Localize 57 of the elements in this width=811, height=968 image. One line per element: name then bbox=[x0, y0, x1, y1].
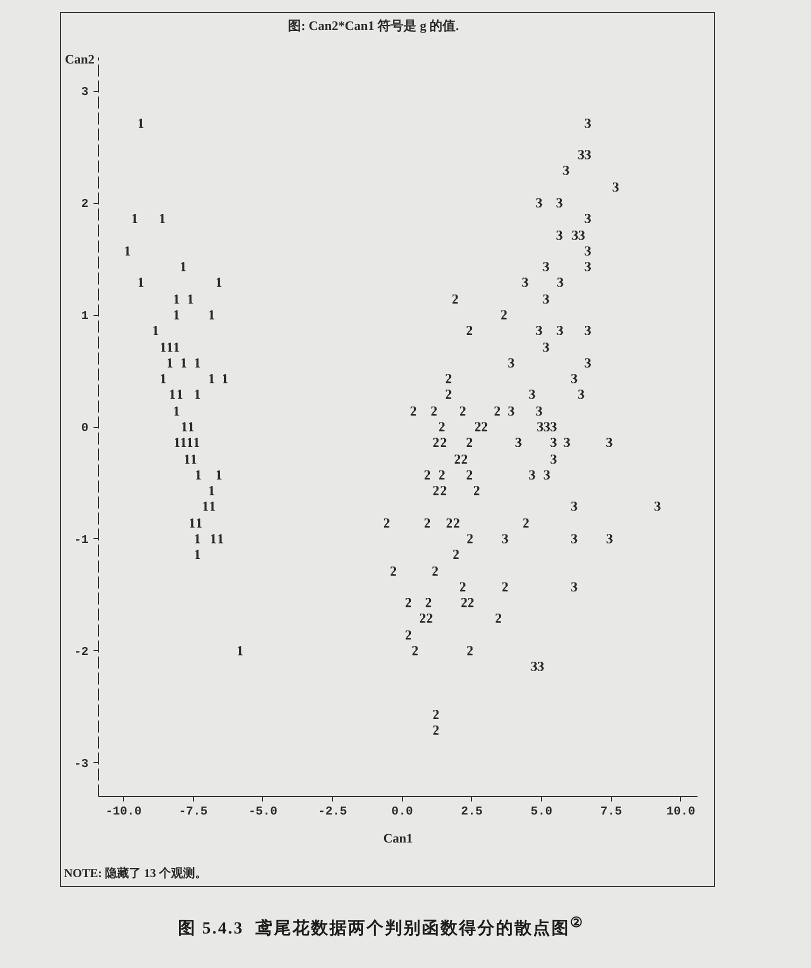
y-tick-label: -3 bbox=[74, 756, 88, 771]
point bbox=[562, 166, 570, 175]
y-axis-title: Can2 bbox=[64, 52, 94, 66]
x-tick-label: -5.0 bbox=[248, 804, 278, 818]
point bbox=[654, 502, 661, 511]
y-tick-label: 1 bbox=[81, 309, 88, 324]
point bbox=[544, 422, 550, 432]
point bbox=[556, 326, 564, 335]
point bbox=[612, 182, 619, 192]
x-tick-label: -10.0 bbox=[106, 804, 142, 818]
point bbox=[508, 358, 514, 368]
point bbox=[542, 342, 550, 352]
point bbox=[556, 198, 563, 208]
x-tick-label: 5.0 bbox=[530, 804, 552, 818]
y-tick-label: 3 bbox=[81, 85, 88, 100]
point bbox=[570, 502, 578, 511]
point bbox=[508, 406, 514, 416]
point bbox=[536, 422, 544, 432]
point bbox=[536, 326, 542, 335]
point bbox=[570, 582, 578, 592]
point bbox=[522, 278, 528, 287]
point bbox=[578, 390, 584, 399]
point bbox=[528, 390, 536, 399]
point bbox=[528, 470, 536, 480]
point bbox=[536, 406, 542, 416]
point bbox=[550, 422, 557, 432]
point bbox=[572, 230, 578, 240]
y-tick-label: 2 bbox=[81, 197, 88, 212]
point bbox=[550, 454, 557, 464]
point bbox=[515, 438, 522, 447]
point bbox=[542, 262, 550, 272]
point bbox=[556, 230, 563, 240]
x-tick-label: 2.5 bbox=[461, 804, 483, 818]
point bbox=[530, 662, 538, 671]
x-axis-title: Can1 bbox=[383, 830, 413, 846]
point bbox=[544, 470, 550, 480]
point bbox=[570, 374, 578, 384]
y-tick-label: 0 bbox=[81, 421, 88, 435]
point bbox=[578, 150, 584, 160]
y-tick-label: -2 bbox=[74, 644, 88, 659]
point bbox=[564, 438, 570, 447]
x-tick-label: 10.0 bbox=[666, 804, 696, 818]
point bbox=[606, 534, 613, 544]
point bbox=[502, 534, 508, 544]
chart-title: 图: Can2*Can1 符号是 g 的值. bbox=[288, 18, 459, 33]
y-tick-label: -1 bbox=[74, 532, 88, 547]
caption: 图 5.4.3 鸢尾花数据两个判别函数得分的散点图$^{②}$ bbox=[178, 914, 584, 940]
x-tick-label: -7.5 bbox=[178, 804, 208, 818]
point bbox=[570, 534, 578, 544]
point bbox=[542, 294, 550, 304]
point bbox=[578, 230, 585, 240]
x-tick-label: 7.5 bbox=[600, 804, 622, 818]
point bbox=[536, 198, 542, 208]
text: NOTE: 隐藏了 13 个观测。 bbox=[64, 865, 208, 882]
x-tick-label: -2.5 bbox=[318, 804, 347, 818]
point bbox=[550, 438, 557, 447]
x-tick-label: 0.0 bbox=[391, 804, 413, 818]
